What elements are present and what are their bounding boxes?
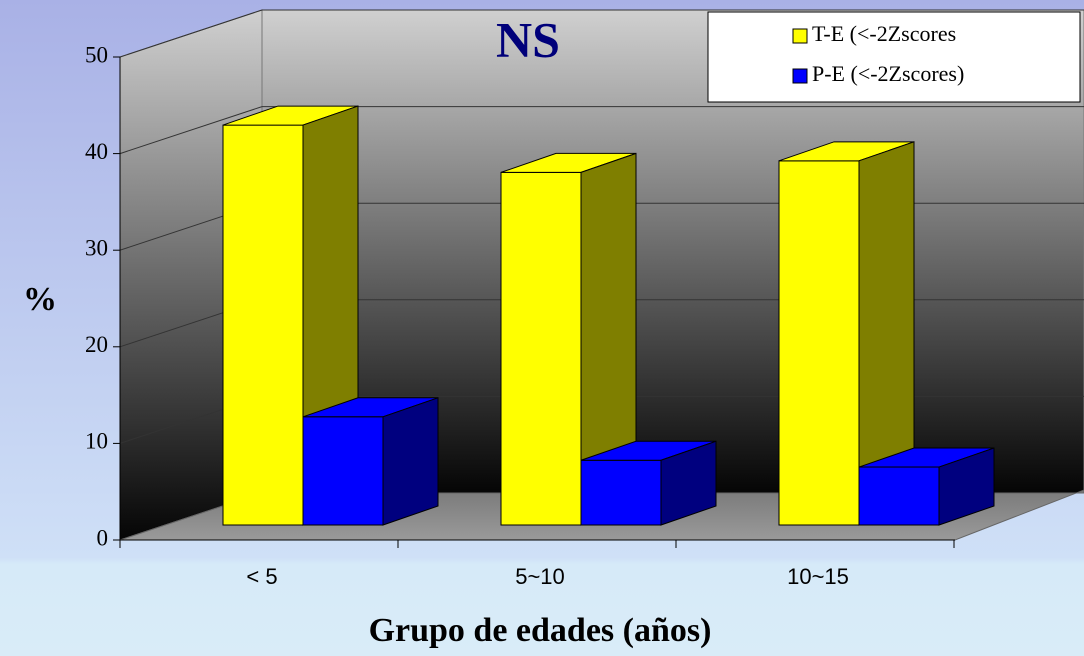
bar [222, 124, 304, 526]
bar [858, 466, 940, 526]
bar-side [938, 447, 995, 526]
y-tick-label: 20 [85, 332, 108, 357]
x-tick-label: < 5 [246, 564, 277, 589]
bar [302, 416, 384, 526]
y-tick-label: 10 [85, 429, 108, 454]
x-axis-label: Grupo de edades (años) [369, 612, 712, 649]
chart-title: NS [496, 11, 560, 67]
grid-line [119, 9, 263, 58]
y-tick-label: 50 [85, 42, 108, 67]
legend-label: P-E (<-2Zscores) [812, 61, 964, 86]
legend-swatch [792, 68, 808, 84]
y-tick-label: 0 [97, 525, 109, 550]
legend-label: T-E (<-2Zscores [812, 21, 956, 46]
y-tick-label: 40 [85, 139, 108, 164]
legend [707, 11, 1081, 103]
bar-side [382, 397, 439, 526]
bar [580, 459, 662, 526]
y-axis-label: % [23, 281, 57, 318]
y-tick-label: 30 [85, 235, 108, 260]
legend-swatch [792, 28, 808, 44]
x-tick-label: 5~10 [515, 564, 565, 589]
bar [500, 171, 582, 526]
x-tick-label: 10~15 [787, 564, 849, 589]
bar-side [660, 440, 717, 526]
grid-line [119, 106, 263, 155]
bar [778, 160, 860, 526]
